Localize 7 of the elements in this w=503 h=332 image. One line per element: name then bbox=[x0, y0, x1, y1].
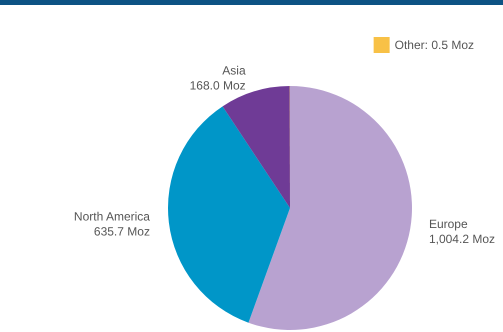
data-label: 168.0 Moz bbox=[190, 78, 246, 92]
data-label: 1,004.2 Moz bbox=[428, 232, 495, 246]
slice-label: Europe bbox=[428, 217, 468, 232]
slice-label: Asia bbox=[222, 63, 246, 78]
slice-label: North America bbox=[74, 210, 150, 224]
legend-label: Other: 0.5 Moz bbox=[394, 38, 474, 52]
data-label: 635.7 Moz bbox=[94, 224, 150, 239]
